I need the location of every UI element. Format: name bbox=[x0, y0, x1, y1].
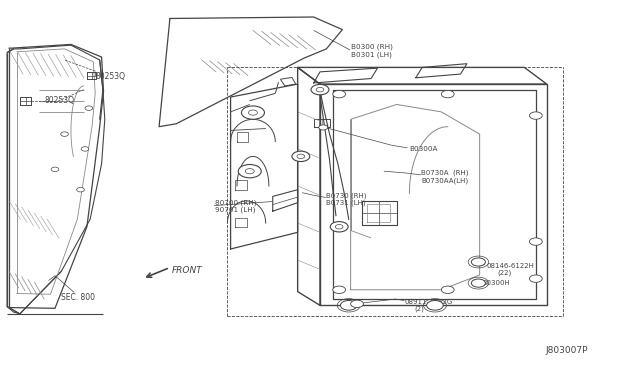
Text: SEC. 800: SEC. 800 bbox=[61, 293, 95, 302]
Text: 80300H: 80300H bbox=[483, 280, 511, 286]
Circle shape bbox=[51, 167, 59, 171]
Circle shape bbox=[248, 110, 257, 115]
Text: B0730AA(LH): B0730AA(LH) bbox=[421, 177, 468, 184]
Circle shape bbox=[85, 106, 93, 110]
Text: 80253Q: 80253Q bbox=[95, 72, 125, 81]
Circle shape bbox=[442, 90, 454, 98]
Circle shape bbox=[529, 238, 542, 245]
Circle shape bbox=[529, 275, 542, 282]
Circle shape bbox=[241, 106, 264, 119]
Text: 90701 (LH): 90701 (LH) bbox=[214, 207, 255, 213]
Circle shape bbox=[311, 84, 329, 95]
Circle shape bbox=[351, 300, 364, 308]
Circle shape bbox=[61, 132, 68, 137]
Text: B0300 (RH): B0300 (RH) bbox=[351, 44, 392, 50]
Circle shape bbox=[333, 286, 346, 294]
Circle shape bbox=[529, 112, 542, 119]
Circle shape bbox=[335, 225, 343, 229]
Text: 80253Q: 80253Q bbox=[44, 96, 74, 105]
Circle shape bbox=[471, 279, 485, 287]
Circle shape bbox=[471, 258, 485, 266]
Circle shape bbox=[297, 154, 305, 158]
Text: (22): (22) bbox=[497, 270, 512, 276]
Text: B0300A: B0300A bbox=[410, 146, 438, 152]
Circle shape bbox=[77, 187, 84, 192]
Circle shape bbox=[245, 169, 254, 174]
Text: (2): (2) bbox=[415, 306, 424, 312]
Text: 08911-1062G: 08911-1062G bbox=[405, 299, 453, 305]
Text: FRONT: FRONT bbox=[172, 266, 203, 275]
Text: B0301 (LH): B0301 (LH) bbox=[351, 51, 392, 58]
Text: J803007P: J803007P bbox=[546, 346, 588, 355]
Circle shape bbox=[81, 147, 89, 151]
Circle shape bbox=[292, 151, 310, 161]
Circle shape bbox=[333, 90, 346, 98]
Text: B0731 (LH): B0731 (LH) bbox=[326, 199, 366, 206]
Text: 80700 (RH): 80700 (RH) bbox=[214, 199, 256, 206]
Text: 08146-6122H: 08146-6122H bbox=[486, 263, 534, 269]
Circle shape bbox=[340, 301, 357, 310]
Text: B0730A  (RH): B0730A (RH) bbox=[421, 170, 468, 176]
Text: B0730 (RH): B0730 (RH) bbox=[326, 192, 367, 199]
Circle shape bbox=[238, 164, 261, 178]
Circle shape bbox=[442, 286, 454, 294]
Circle shape bbox=[316, 87, 324, 92]
Circle shape bbox=[427, 301, 444, 310]
Circle shape bbox=[330, 222, 348, 232]
Circle shape bbox=[319, 125, 328, 130]
